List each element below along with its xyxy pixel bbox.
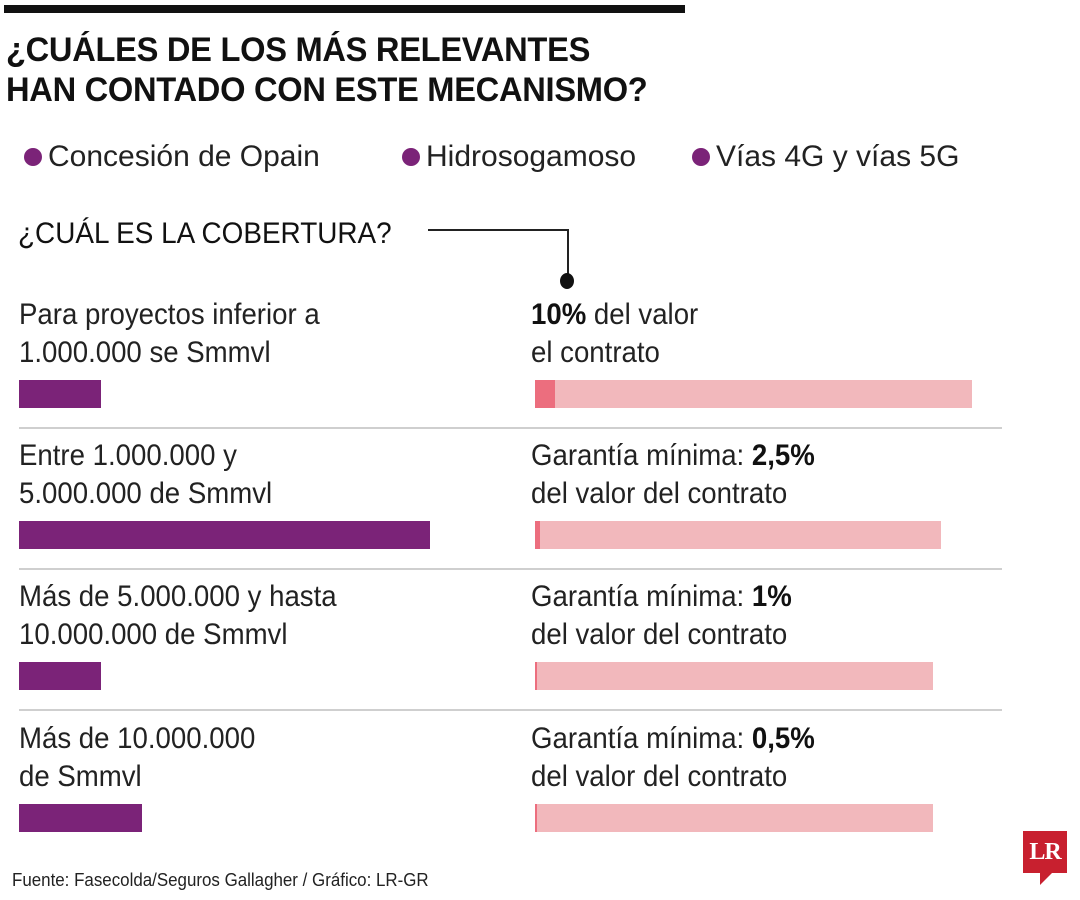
range-label-line-2: 5.000.000 de Smmvl <box>19 477 273 510</box>
range-label-line-1: Entre 1.000.000 y <box>19 439 237 472</box>
coverage-row: Entre 1.000.000 y 5.000.000 de Smmvl Garan… <box>0 437 1010 579</box>
coverage-prefix: Garantía mínima: <box>531 722 752 755</box>
range-label-line-2: de Smmvl <box>19 760 142 793</box>
coverage-label-line-1: Garantía mínima: 2,5% <box>531 437 815 475</box>
coverage-row: Más de 10.000.000 de Smmvl Garantía mínima… <box>0 720 1010 862</box>
legend-label: Vías 4G y vías 5G <box>716 140 960 173</box>
row-divider <box>19 427 1002 429</box>
coverage-label-line-2: del valor del contrato <box>531 760 788 793</box>
coverage-bar-track <box>535 521 941 549</box>
coverage-value: 0,5% <box>751 722 815 755</box>
range-label-line-2: 10.000.000 de Smmvl <box>19 618 288 651</box>
logo-tail <box>1040 873 1052 885</box>
bullet-dot-icon <box>24 148 42 166</box>
coverage-bar-track <box>535 662 933 690</box>
coverage-label: Garantía mínima: 2,5% del valor del contr… <box>531 437 815 513</box>
range-label: Para proyectos inferior a 1.000.000 se Sm… <box>19 296 320 372</box>
coverage-value: 2,5% <box>751 439 815 472</box>
bullet-dot-icon <box>402 148 420 166</box>
row-divider <box>19 568 1002 570</box>
coverage-label-line-1: 10% del valor <box>531 296 698 334</box>
title-line-2: HAN CONTADO CON ESTE MECANISMO? <box>6 71 648 109</box>
bullet-dot-icon <box>692 148 710 166</box>
coverage-label-line-2: del valor del contrato <box>531 618 788 651</box>
coverage-value: 10% <box>531 298 587 331</box>
connector-line <box>428 229 568 231</box>
range-bar <box>19 521 430 549</box>
page-title: ¿CUÁLES DE LOS MÁS RELEVANTES HAN CONTAD… <box>6 30 648 110</box>
range-label-line-1: Más de 10.000.000 <box>19 722 256 755</box>
coverage-label-line-2: del valor del contrato <box>531 477 788 510</box>
coverage-label: 10% del valor el contrato <box>531 296 698 372</box>
coverage-bar-fill <box>535 521 540 549</box>
connector-dot-icon <box>560 273 574 289</box>
coverage-prefix: Garantía mínima: <box>531 580 752 613</box>
legend-item-opain: Concesión de Opain <box>24 140 402 174</box>
range-label: Más de 10.000.000 de Smmvl <box>19 720 255 796</box>
range-label: Entre 1.000.000 y 5.000.000 de Smmvl <box>19 437 272 513</box>
title-line-1: ¿CUÁLES DE LOS MÁS RELEVANTES <box>6 31 591 69</box>
range-bar <box>19 662 101 690</box>
coverage-bar-track <box>535 380 972 408</box>
coverage-label-line-2: el contrato <box>531 336 660 369</box>
coverage-suffix: del valor <box>586 298 699 331</box>
legend-label: Hidrosogamoso <box>426 140 637 173</box>
coverage-prefix: Garantía mínima: <box>531 439 752 472</box>
range-label: Más de 5.000.000 y hasta 10.000.000 de Sm… <box>19 578 337 654</box>
legend: Concesión de Opain Hidrosogamoso Vías 4G… <box>24 140 959 174</box>
section-subtitle: ¿CUÁL ES LA COBERTURA? <box>18 217 392 250</box>
range-bar <box>19 804 142 832</box>
coverage-bar-track <box>535 804 933 832</box>
coverage-value: 1% <box>751 580 792 613</box>
coverage-label-line-1: Garantía mínima: 1% <box>531 578 792 616</box>
source-note: Fuente: Fasecolda/Seguros Gallagher / Gr… <box>12 870 429 890</box>
top-rule <box>4 5 685 13</box>
coverage-label: Garantía mínima: 1% del valor del contrat… <box>531 578 792 654</box>
row-divider <box>19 709 1002 711</box>
coverage-bar-fill <box>535 380 555 408</box>
legend-item-hidrosogamoso: Hidrosogamoso <box>402 140 692 174</box>
coverage-label: Garantía mínima: 0,5% del valor del contr… <box>531 720 815 796</box>
coverage-row: Más de 5.000.000 y hasta 10.000.000 de Sm… <box>0 578 1010 720</box>
range-label-line-1: Más de 5.000.000 y hasta <box>19 580 337 613</box>
range-label-line-1: Para proyectos inferior a <box>19 298 320 331</box>
legend-item-vias: Vías 4G y vías 5G <box>692 140 959 174</box>
coverage-row: Para proyectos inferior a 1.000.000 se Sm… <box>0 296 1010 438</box>
connector-line <box>567 229 569 277</box>
legend-label: Concesión de Opain <box>48 140 320 173</box>
coverage-bar-fill <box>535 804 537 832</box>
coverage-label-line-1: Garantía mínima: 0,5% <box>531 720 815 758</box>
range-bar <box>19 380 101 408</box>
coverage-bar-fill <box>535 662 537 690</box>
lr-logo-icon: LR <box>1023 831 1067 873</box>
range-label-line-2: 1.000.000 se Smmvl <box>19 336 271 369</box>
